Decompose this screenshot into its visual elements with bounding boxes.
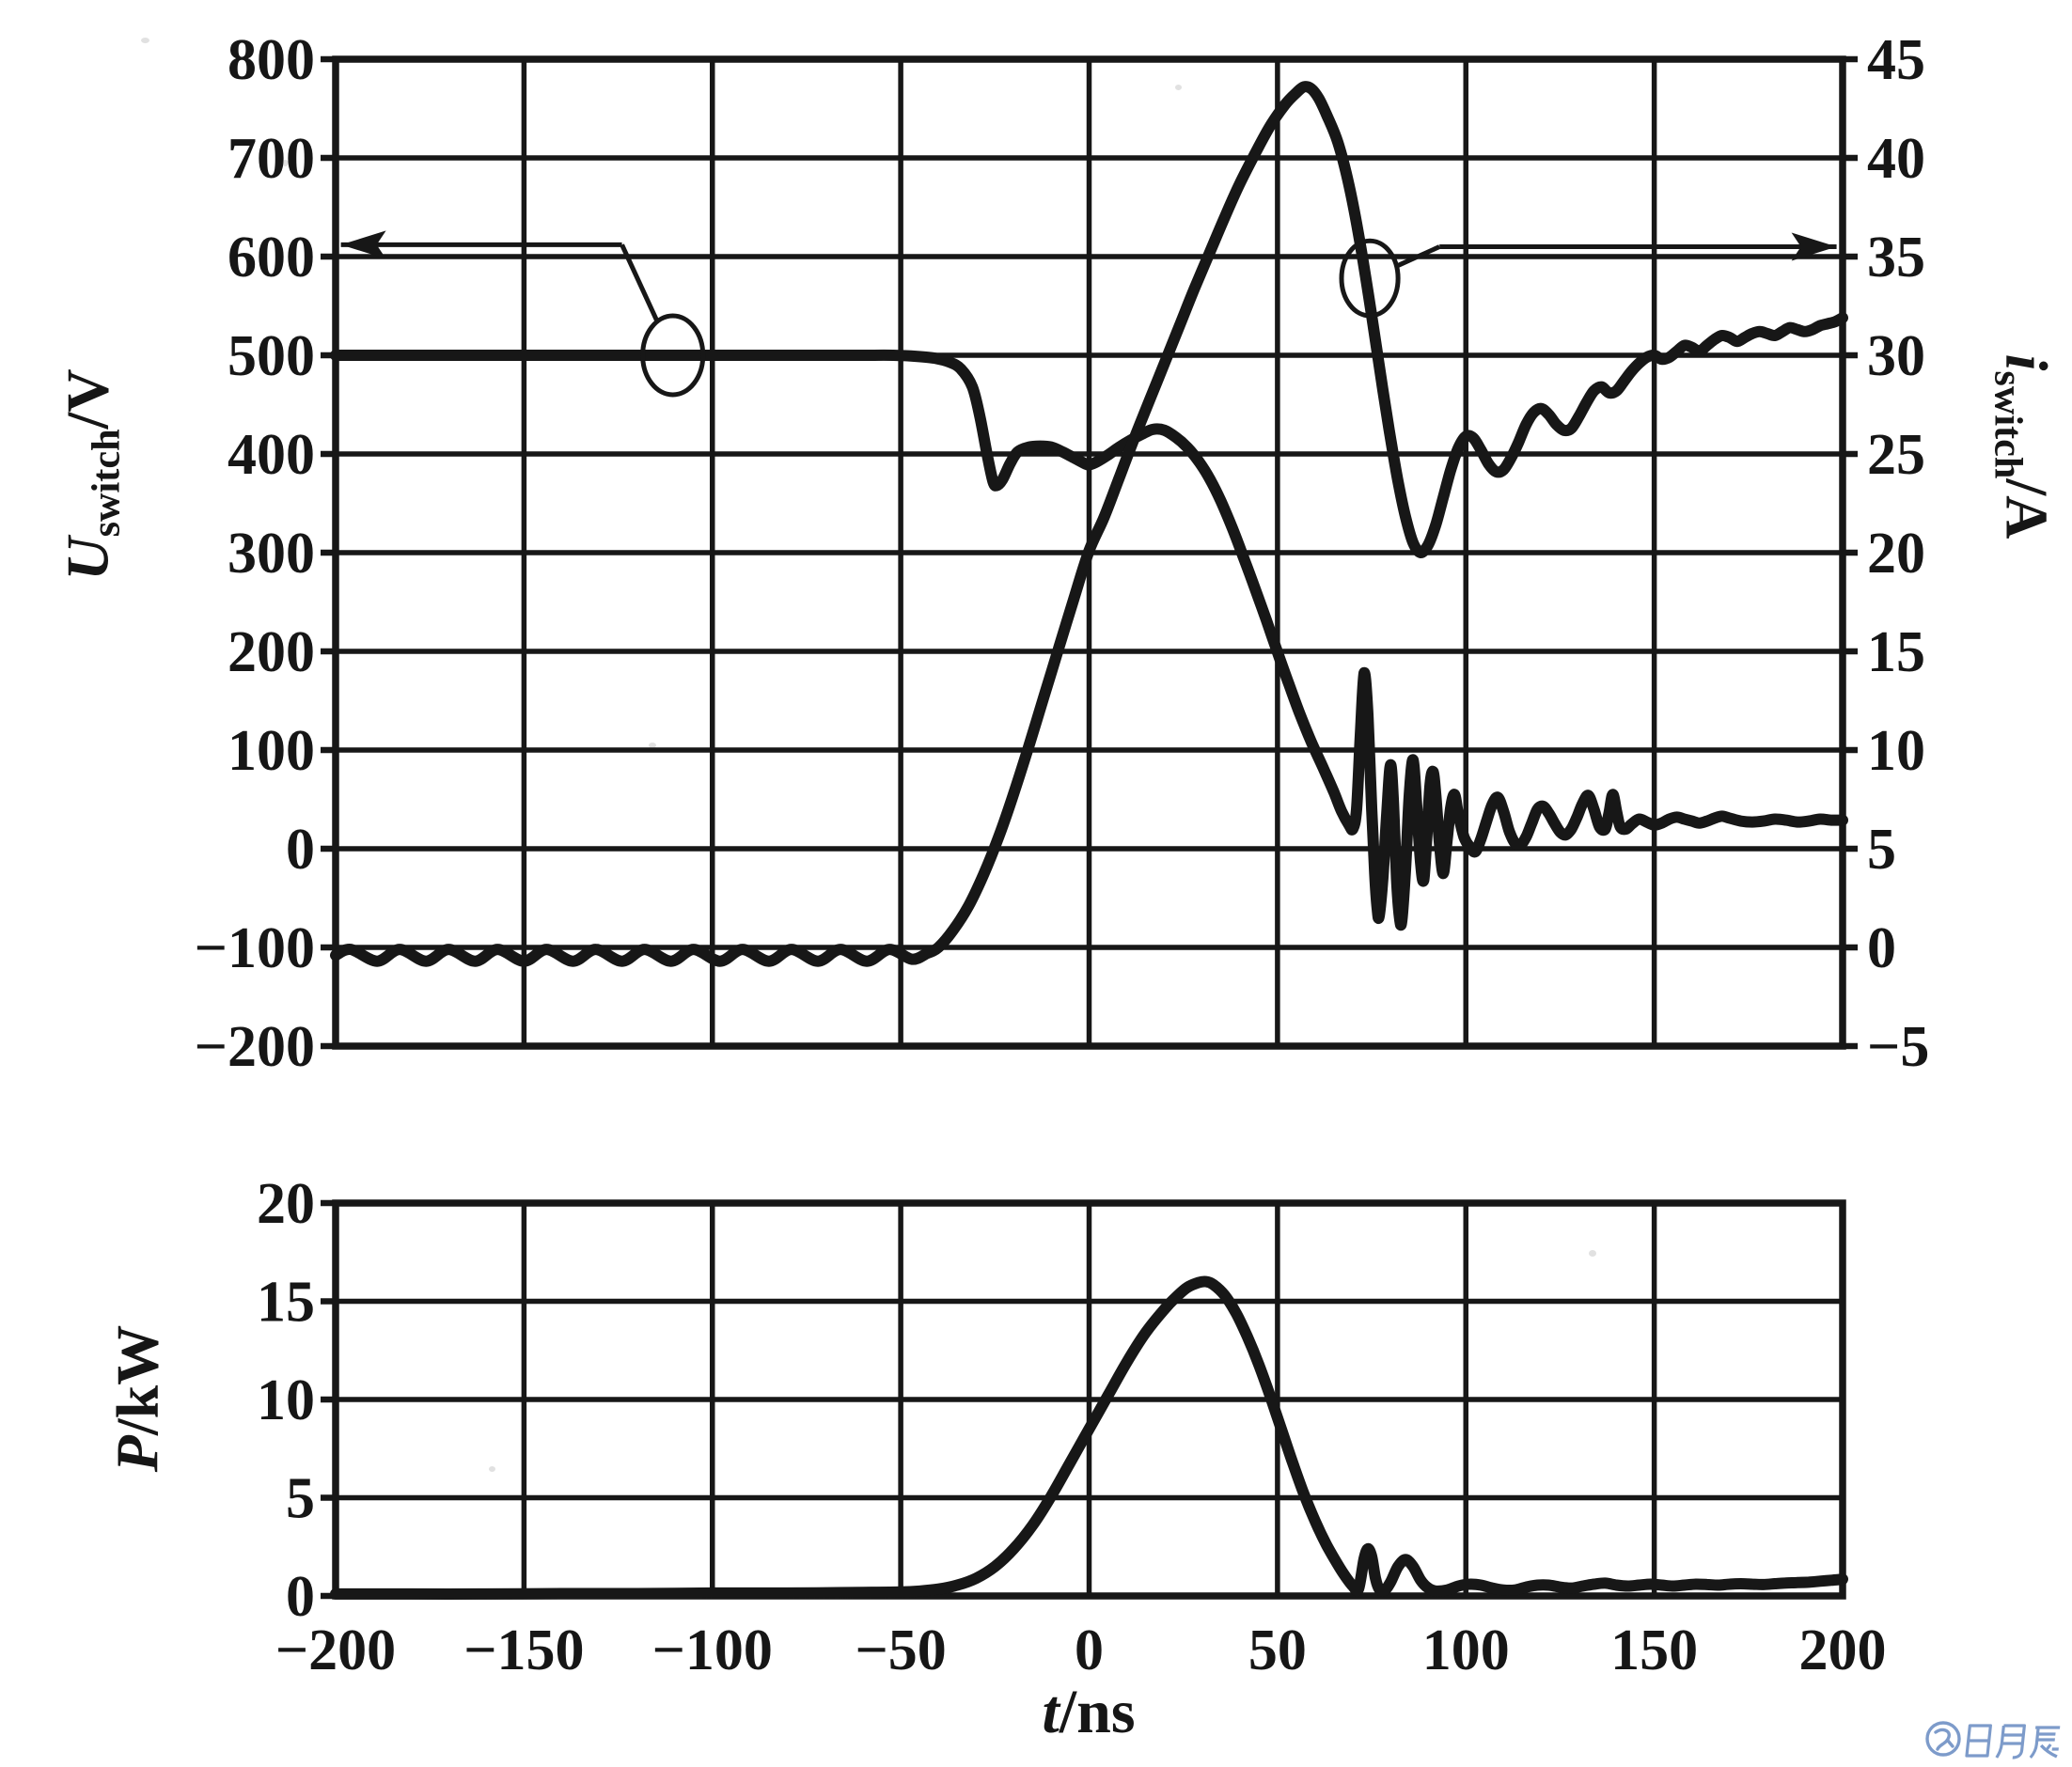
- i-axis-symbol: i: [1993, 353, 2061, 371]
- scan-speck: [282, 160, 289, 166]
- top-left-tick-label: 400: [228, 423, 315, 487]
- x-tick-label: 50: [1248, 1618, 1307, 1682]
- callout-leader-line: [620, 243, 660, 323]
- top-right-tick-label: 15: [1867, 620, 1925, 684]
- x-tick-label: −150: [463, 1618, 584, 1682]
- scan-speck: [649, 743, 656, 748]
- scan-speck: [1589, 1250, 1596, 1257]
- t-axis-label: t/ns: [1042, 1677, 1135, 1748]
- scan-speck: [1175, 85, 1182, 90]
- x-tick-label: 150: [1610, 1618, 1698, 1682]
- watermark-logo-icon: [1925, 1721, 2061, 1759]
- bottom-left-tick-label: 20: [257, 1172, 315, 1236]
- scan-speck: [489, 1466, 495, 1472]
- callout-right: [1339, 232, 1837, 319]
- i-axis-label: iswitch/A: [1986, 354, 2062, 539]
- top-right-tick-label: 40: [1867, 127, 1925, 191]
- u-axis-subscript: switch: [84, 429, 129, 538]
- top-right-tick-label: 0: [1867, 916, 1896, 980]
- t-axis-unit: /ns: [1059, 1678, 1136, 1746]
- top-left-tick-label: −100: [195, 916, 315, 980]
- callout-left: [340, 230, 706, 398]
- u_switch-curve: [330, 349, 1848, 931]
- i-axis-subscript: switch: [1986, 370, 2031, 479]
- x-tick-label: −50: [855, 1618, 946, 1682]
- x-tick-label: 100: [1422, 1618, 1510, 1682]
- t-axis-symbol: t: [1042, 1678, 1060, 1746]
- top-right-tick-label: 35: [1867, 226, 1925, 289]
- x-tick-label: −100: [652, 1618, 773, 1682]
- top-left-tick-label: 500: [228, 324, 315, 388]
- bottom-left-tick-label: 0: [286, 1565, 315, 1629]
- bottom-grid: [321, 1199, 1845, 1600]
- top-right-tick-label: −5: [1867, 1015, 1929, 1079]
- top-left-tick-label: −200: [195, 1015, 315, 1079]
- top-right-tick-label: 45: [1867, 28, 1925, 92]
- x-tick-label: 0: [1075, 1618, 1104, 1682]
- x-tick-label: 200: [1799, 1618, 1887, 1682]
- top-right-tick-label: 30: [1867, 324, 1925, 388]
- top-left-tick-label: 300: [228, 522, 315, 586]
- top-left-tick-label: 600: [228, 226, 315, 289]
- top-right-tick-label: 5: [1867, 818, 1896, 882]
- right-arrowhead-icon: [1791, 232, 1837, 261]
- callout-ellipse: [640, 313, 706, 398]
- bottom-left-tick-label: 10: [257, 1368, 315, 1432]
- p-curve: [330, 1275, 1848, 1600]
- p-axis-symbol: P: [103, 1435, 171, 1473]
- callout-ellipse: [1339, 238, 1401, 319]
- p-axis-label: P/kW: [103, 1325, 180, 1472]
- i-axis-unit: /A: [1993, 478, 2061, 539]
- callout-leader-line: [1395, 244, 1441, 269]
- bottom-plot-border: [332, 1199, 1846, 1600]
- top-left-tick-label: 200: [228, 620, 315, 684]
- top-left-tick-label: 800: [228, 28, 315, 92]
- top-left-tick-label: 700: [228, 127, 315, 191]
- x-tick-label: −200: [275, 1618, 396, 1682]
- left-arrowhead-icon: [340, 230, 386, 259]
- top-left-tick-label: 100: [228, 719, 315, 783]
- bottom-left-tick-label: 5: [286, 1467, 315, 1531]
- top-right-tick-label: 25: [1867, 423, 1925, 487]
- u-axis-symbol: U: [54, 537, 121, 581]
- top-plot-border: [332, 55, 1846, 1050]
- i_switch-curve: [330, 81, 1848, 967]
- u-axis-unit: /V: [54, 368, 121, 430]
- top-right-tick-label: 10: [1867, 719, 1925, 783]
- watermark: [1923, 1716, 2063, 1759]
- scan-speck: [141, 38, 149, 43]
- top-right-tick-label: 20: [1867, 522, 1925, 586]
- u-axis-label: Uswitch/V: [54, 368, 130, 580]
- top-panel: 8007006005004003002001000−100−2004540353…: [195, 28, 1930, 1079]
- top-tick-labels: 8007006005004003002001000−100−2004540353…: [195, 28, 1930, 1079]
- p-axis-unit: /kW: [103, 1324, 171, 1436]
- top-left-tick-label: 0: [286, 818, 315, 882]
- bottom-left-tick-label: 15: [257, 1271, 315, 1335]
